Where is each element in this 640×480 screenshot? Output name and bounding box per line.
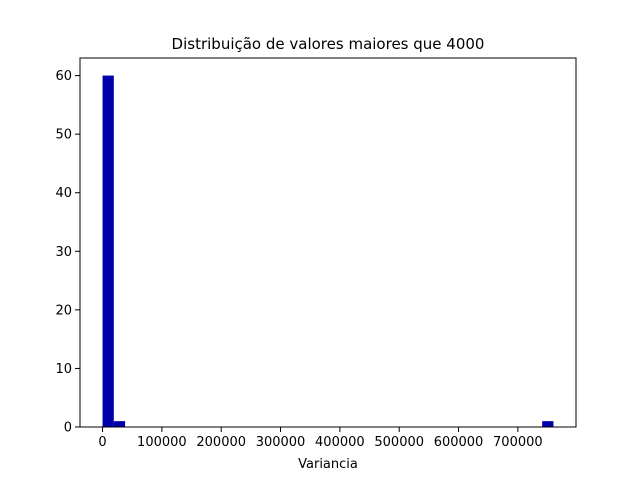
- y-tick-label: 10: [55, 362, 72, 377]
- x-tick-label: 600000: [434, 435, 484, 450]
- histogram-bar-1: [113, 421, 126, 427]
- plot-area-frame: [79, 57, 577, 428]
- x-tick-label: 700000: [493, 435, 543, 450]
- y-axis-ticks: 0 10 20 30 40 50 60: [55, 69, 80, 436]
- x-tick-label: 0: [98, 435, 106, 450]
- y-tick-label: 50: [55, 128, 72, 143]
- x-tick-label: 200000: [196, 435, 246, 450]
- histogram-bar-2: [542, 421, 554, 427]
- y-tick-label: 40: [55, 186, 72, 201]
- x-tick-label: 400000: [315, 435, 365, 450]
- x-tick-label: 500000: [374, 435, 424, 450]
- histogram-bar-0: [102, 75, 114, 428]
- y-tick-label: 20: [55, 303, 72, 318]
- x-axis-ticks: 0 100000 200000 300000 400000 500000 600000 700…: [98, 427, 543, 450]
- x-tick-label: 100000: [137, 435, 187, 450]
- chart-title: Distribuição de valores maiores que 4000: [172, 35, 485, 53]
- y-tick-label: 0: [64, 421, 72, 436]
- bars-group: [102, 75, 554, 428]
- x-tick-label: 300000: [256, 435, 306, 450]
- y-tick-label: 30: [55, 245, 72, 260]
- x-axis-label: Variancia: [298, 457, 358, 472]
- y-tick-label: 60: [55, 69, 72, 84]
